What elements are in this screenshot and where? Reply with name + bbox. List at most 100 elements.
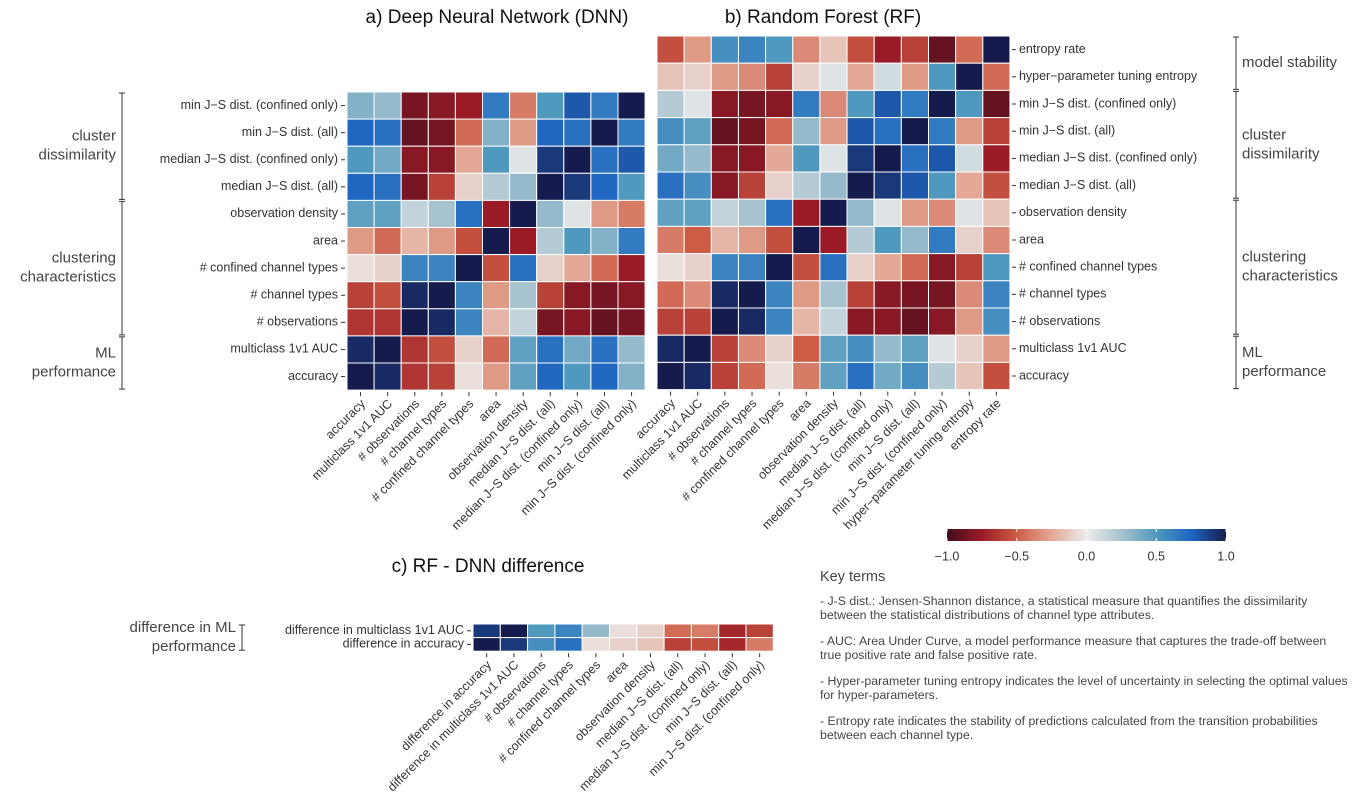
heatmap-cell: [792, 198, 821, 227]
heatmap-cell: [846, 198, 875, 227]
heatmap-cell: [683, 334, 712, 363]
heatmap-cell: [873, 361, 902, 391]
heatmap-cell: [563, 91, 592, 120]
row-label: min J−S dist. (confined only): [1019, 96, 1176, 110]
heatmap-cell: [873, 89, 902, 119]
heatmap-cell: [509, 281, 538, 310]
heatmap-cell: [873, 307, 902, 336]
row-label: # confined channel types: [200, 260, 338, 274]
heatmap-cell: [737, 35, 767, 64]
heatmap-cell: [955, 361, 984, 391]
heatmap-cell: [690, 623, 720, 639]
heatmap-cell: [846, 225, 875, 255]
heatmap-cell: [427, 91, 456, 120]
heatmap-cell: [683, 171, 712, 200]
heatmap-cell: [710, 253, 739, 282]
heatmap-cell: [846, 280, 875, 309]
heatmap-cell: [819, 198, 848, 227]
heatmap-cell: [454, 308, 483, 337]
heatmap-cell: [765, 35, 794, 64]
heatmap-cell: [581, 623, 611, 639]
heatmap-cell: [590, 118, 619, 147]
heatmap-cell: [617, 91, 646, 120]
heatmap-cell: [536, 362, 565, 391]
heatmap-cell: [656, 253, 685, 282]
group-label: performance: [32, 363, 116, 380]
heatmap-cell: [509, 91, 538, 120]
heatmap-cell: [900, 280, 929, 309]
heatmap-cell: [554, 637, 583, 652]
heatmap-cell: [710, 89, 739, 119]
heatmap-cell: [563, 281, 592, 310]
heatmap-cell: [400, 145, 429, 174]
heatmap-cell: [710, 35, 739, 64]
heatmap-cell: [656, 89, 685, 119]
heatmap-cell: [982, 307, 1011, 336]
heatmap-cell: [765, 117, 794, 146]
heatmap-cell: [982, 225, 1011, 255]
colorbar-tick-label: 0.5: [1148, 549, 1165, 563]
group-label: performance: [152, 638, 236, 655]
group-label: dissimilarity: [1242, 145, 1320, 162]
heatmap-cell: [482, 254, 511, 283]
heatmap-cell: [737, 307, 767, 336]
heatmap-cell: [928, 361, 957, 391]
heatmap-cell: [509, 335, 538, 364]
heatmap-cell: [873, 225, 902, 255]
heatmap-cell: [683, 253, 712, 282]
heatmap-cell: [846, 62, 875, 91]
heatmap-cell: [617, 308, 646, 337]
heatmap-cell: [819, 225, 848, 255]
heatmap-cell: [536, 281, 565, 310]
heatmap-cell: [617, 362, 646, 391]
row-label: median J−S dist. (confined only): [1019, 151, 1197, 165]
heatmap-cell: [710, 144, 739, 173]
heatmap-cell: [454, 335, 483, 364]
heatmap-cell: [590, 281, 619, 310]
heatmap-cell: [527, 637, 556, 652]
colorbar-tick-label: −0.5: [1004, 549, 1029, 563]
heatmap-cell: [900, 89, 929, 119]
heatmap-cell: [536, 254, 565, 283]
heatmap-cell: [617, 118, 646, 147]
heatmap-cell: [955, 117, 984, 146]
heatmap-cell: [656, 62, 685, 91]
group-label: characteristics: [20, 269, 116, 286]
heatmap-cell: [636, 637, 665, 652]
heatmap-cell: [400, 362, 429, 391]
heatmap-cell: [928, 334, 957, 363]
heatmap-cell: [581, 637, 611, 652]
heatmap-cell: [765, 62, 794, 91]
chart-title: c) RF - DNN difference: [392, 556, 585, 577]
key-terms: Key terms - J-S dist.: Jensen-Shannon di…: [820, 570, 1350, 754]
chart-title: b) Random Forest (RF): [725, 7, 921, 28]
heatmap-cell: [590, 91, 619, 120]
heatmap-cell: [482, 118, 511, 147]
heatmap-cell: [683, 35, 712, 64]
heatmap-cell: [683, 361, 712, 391]
heatmap-cell: [765, 171, 794, 200]
heatmap-cell: [427, 362, 456, 391]
heatmap-cell: [346, 362, 375, 391]
heatmap-cell: [536, 172, 565, 201]
row-label: min J−S dist. (all): [1019, 123, 1115, 137]
heatmap-cell: [710, 280, 739, 309]
row-label: median J−S dist. (confined only): [160, 152, 338, 166]
heatmap-cell: [656, 307, 685, 336]
heatmap-cell: [846, 144, 875, 173]
heatmap-cell: [846, 253, 875, 282]
colorbar-tick-label: 0.0: [1078, 549, 1095, 563]
heatmap-cell: [617, 172, 646, 201]
heatmap-cell: [955, 144, 984, 173]
heatmap-cell: [472, 637, 501, 652]
heatmap-cell: [955, 35, 984, 64]
heatmap-cell: [400, 308, 429, 337]
heatmap-cell: [873, 280, 902, 309]
heatmap-cell: [373, 145, 402, 174]
heatmap-cell: [346, 118, 375, 147]
heatmap-cell: [765, 280, 794, 309]
heatmap-cell: [710, 361, 739, 391]
heatmap-cell: [563, 308, 592, 337]
heatmap-cell: [373, 335, 402, 364]
heatmap-cell: [482, 362, 511, 391]
